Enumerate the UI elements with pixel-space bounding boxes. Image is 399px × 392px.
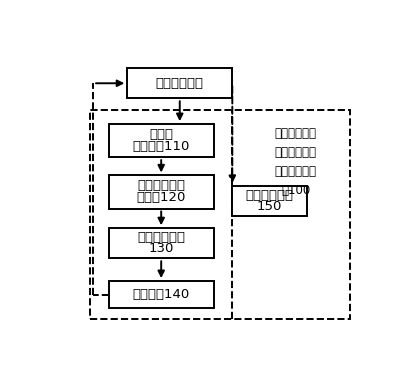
Text: 获取模块110: 获取模块110: [132, 140, 190, 153]
Bar: [232, 186, 306, 216]
Text: 电压分配模块: 电压分配模块: [137, 231, 185, 244]
Text: 130: 130: [148, 242, 174, 255]
Bar: [109, 228, 214, 258]
Bar: [109, 281, 214, 308]
Text: 读取计算模块: 读取计算模块: [245, 189, 293, 202]
Text: 整模块120: 整模块120: [136, 191, 186, 204]
Bar: [127, 68, 232, 98]
Text: 控制模块140: 控制模块140: [132, 288, 190, 301]
Text: 最大值: 最大值: [149, 128, 173, 141]
Bar: [109, 175, 214, 209]
Text: 永磁同步电机
位置传感器的
零位自学习系
统100: 永磁同步电机 位置传感器的 零位自学习系 统100: [275, 127, 317, 197]
Text: 150: 150: [257, 200, 282, 213]
Text: 永磁同步电机: 永磁同步电机: [156, 77, 204, 90]
Bar: [90, 111, 350, 319]
Text: 电压幅值自调: 电压幅值自调: [137, 180, 185, 192]
Bar: [109, 124, 214, 157]
